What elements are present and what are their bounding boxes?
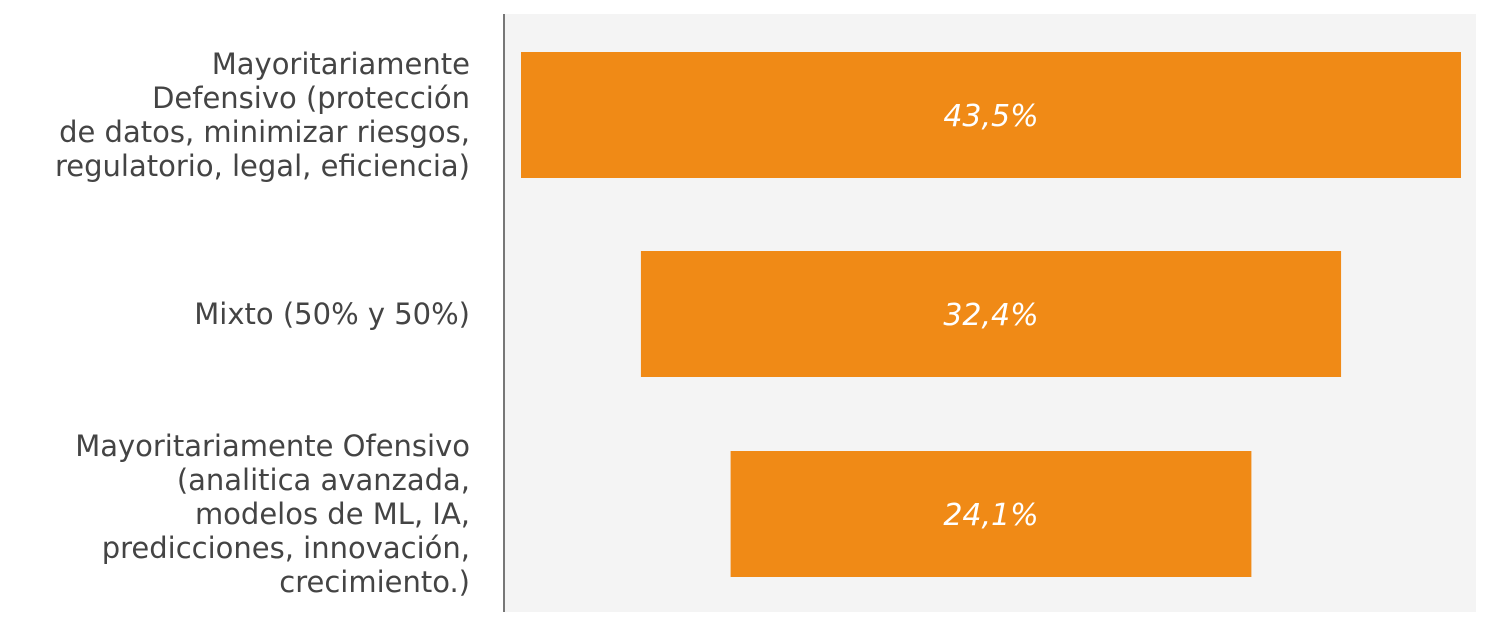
value-label-3: 24,1% (943, 498, 1038, 533)
bar-3 (730, 451, 1252, 577)
bars-group (521, 52, 1461, 577)
category-label-1-line-4: regulatorio, legal, eficiencia) (55, 149, 470, 183)
category-labels-group: Mayoritariamente Defensivo (protección de … (55, 47, 470, 599)
category-label-2-line-1: Mixto (50% y 50%) (194, 297, 470, 331)
value-labels-group: 43,5% 32,4% 24,1% (943, 99, 1038, 533)
value-label-2: 32,4% (943, 298, 1038, 333)
category-label-3: Mayoritariamente Ofensivo (analitica avan… (75, 429, 470, 599)
category-label-1: Mayoritariamente Defensivo (protección de … (55, 47, 470, 183)
category-label-3-line-4: predicciones, innovación, (102, 531, 470, 565)
category-label-3-line-2: (analitica avanzada, (177, 463, 470, 497)
bar-1 (521, 52, 1461, 178)
category-label-1-line-2: Defensivo (protección (152, 81, 470, 115)
category-label-1-line-3: de datos, minimizar riesgos, (59, 115, 470, 149)
category-label-3-line-1: Mayoritariamente Ofensivo (75, 429, 470, 463)
category-label-1-line-1: Mayoritariamente (212, 47, 470, 81)
bar-2 (640, 251, 1342, 377)
category-label-2: Mixto (50% y 50%) (194, 297, 470, 331)
category-label-3-line-3: modelos de ML, IA, (195, 497, 470, 531)
category-label-3-line-5: crecimiento.) (279, 565, 470, 599)
value-label-1: 43,5% (943, 99, 1038, 134)
